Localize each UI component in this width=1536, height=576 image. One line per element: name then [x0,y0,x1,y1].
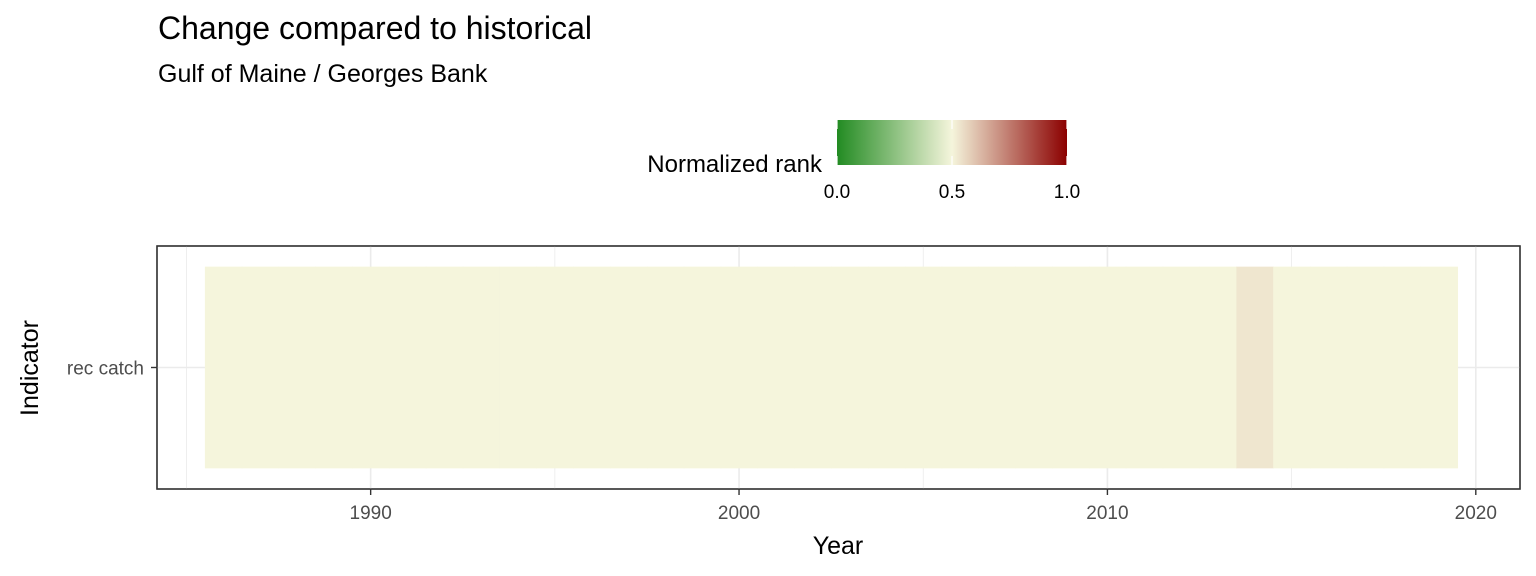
heatmap-cell [278,266,317,469]
heatmap-cell [610,266,648,469]
plot-panel [156,245,1521,490]
x-tick-label: 2010 [1086,503,1128,524]
x-tick-label: 1990 [350,503,392,524]
legend-tick-label: 0.5 [939,182,965,203]
heatmap-cell [720,266,759,469]
heatmap-cell [1236,266,1274,469]
heatmap-cell [1125,266,1164,469]
heatmap-cell [646,266,685,469]
heatmap-cell [1273,266,1311,469]
heatmap-cell [1310,266,1348,469]
y-axis-title: Indicator [16,320,44,416]
heatmap-cell [241,266,280,469]
heatmap-cell [352,266,390,469]
heatmap-cell [757,266,795,469]
heatmap-cell [1162,266,1201,469]
heatmap-cell [1015,266,1053,469]
x-axis-title: Year [813,532,864,560]
chart-subtitle: Gulf of Maine / Georges Bank [158,60,488,88]
heatmap-cell [389,266,427,469]
heatmap-cell [425,266,464,469]
heatmap-cell [315,266,353,469]
heatmap-cell [536,266,574,469]
x-tick-label: 2020 [1455,503,1497,524]
legend-title: Normalized rank [647,151,823,178]
heatmap-cell [573,266,611,469]
heatmap-cell [499,266,538,469]
heatmap-cell [1052,266,1090,469]
chart-title: Change compared to historical [158,10,593,46]
heatmap-cell [1088,266,1127,469]
heatmap-cell [204,266,243,469]
heatmap-cell [1420,266,1458,469]
heatmap-cell [1346,266,1385,469]
heatmap-cell [683,266,722,469]
legend-tick-label: 0.0 [824,182,850,203]
legend: Normalized rank 0.0 0.5 1.0 [647,120,1080,203]
heatmap-cell [831,266,869,469]
heatmap-cell [867,266,906,469]
legend-tick-label: 1.0 [1054,182,1080,203]
x-tick-label: 2000 [718,503,760,524]
heatmap-cell [941,266,980,469]
heatmap-cell [978,266,1016,469]
heatmap-cell [904,266,943,469]
heatmap-cell [794,266,832,469]
heatmap-cell [1199,266,1237,469]
y-tick-label: rec catch [67,359,144,380]
heatmap-cell [1383,266,1422,469]
heatmap-cell [462,266,501,469]
